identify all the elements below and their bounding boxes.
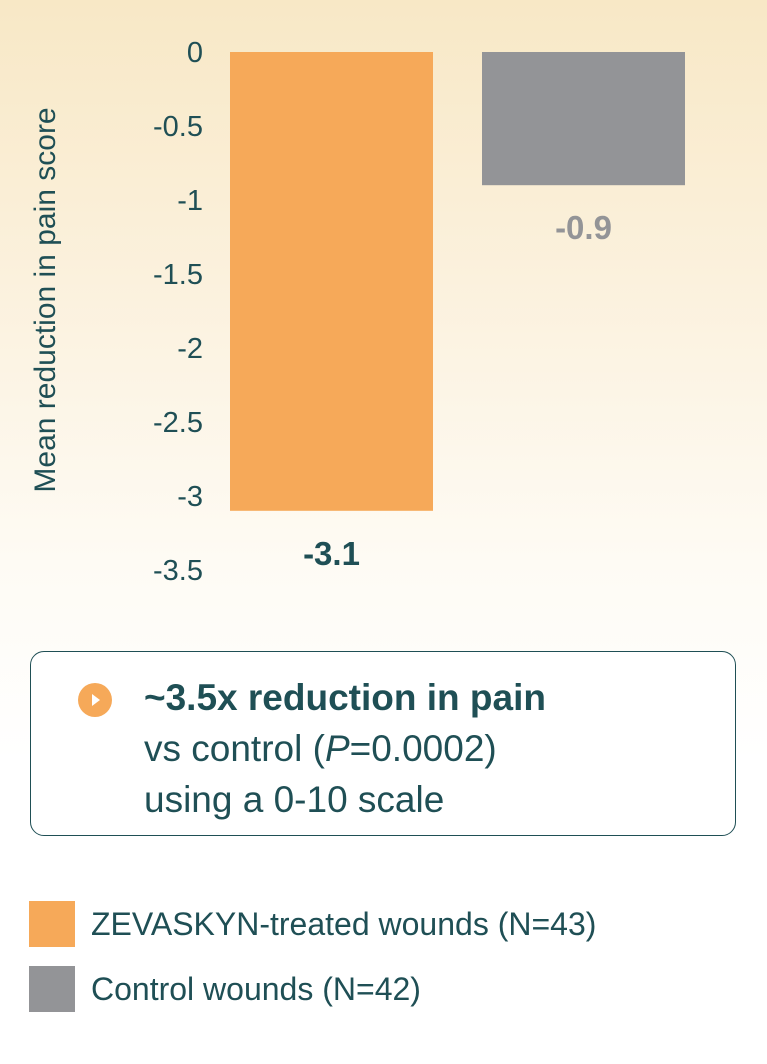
callout-text: ~3.5x reduction in pain vs control (P=0.… [144, 672, 724, 825]
p-value-symbol: P [324, 728, 350, 769]
bars [230, 52, 685, 511]
value-label-zevaskyn: -3.1 [303, 535, 360, 572]
callout-line-3: using a 0-10 scale [144, 779, 445, 820]
legend-label-zevaskyn: ZEVASKYN-treated wounds (N=43) [91, 906, 597, 942]
callout-line-2-suffix: =0.0002) [349, 728, 497, 769]
legend-swatch-control [29, 966, 75, 1012]
value-labels: -3.1 -0.9 [303, 209, 612, 572]
y-tick-label: -2 [177, 333, 203, 365]
legend-item-zevaskyn: ZEVASKYN-treated wounds (N=43) [29, 901, 749, 948]
bar-control [482, 52, 685, 186]
y-tick-label: -3 [177, 481, 203, 513]
y-tick-label: -1.5 [153, 259, 203, 291]
bar-chart: 0 -0.5 -1 -1.5 -2 -2.5 -3 -3.5 Mean reduction i… [29, 37, 685, 587]
bar-zevaskyn [230, 52, 433, 511]
y-tick-label: -1 [177, 185, 203, 217]
value-label-control: -0.9 [555, 209, 612, 246]
y-tick-label: -3.5 [153, 555, 203, 587]
legend-item-control: Control wounds (N=42) [29, 966, 749, 1013]
y-axis-ticks: 0 -0.5 -1 -1.5 -2 -2.5 -3 -3.5 [153, 37, 203, 587]
callout-headline: ~3.5x reduction in pain [144, 677, 546, 718]
y-tick-label: 0 [187, 37, 203, 69]
y-tick-label: -0.5 [153, 111, 203, 143]
y-tick-label: -2.5 [153, 407, 203, 439]
y-axis-label: Mean reduction in pain score [29, 107, 62, 492]
callout-line-2: vs control (P=0.0002) [144, 723, 724, 774]
callout-line-2-prefix: vs control ( [144, 728, 325, 769]
legend-label-control: Control wounds (N=42) [91, 971, 421, 1007]
play-circle-icon [78, 683, 112, 717]
callout-box [30, 651, 736, 836]
legend-swatch-zevaskyn [29, 901, 75, 947]
